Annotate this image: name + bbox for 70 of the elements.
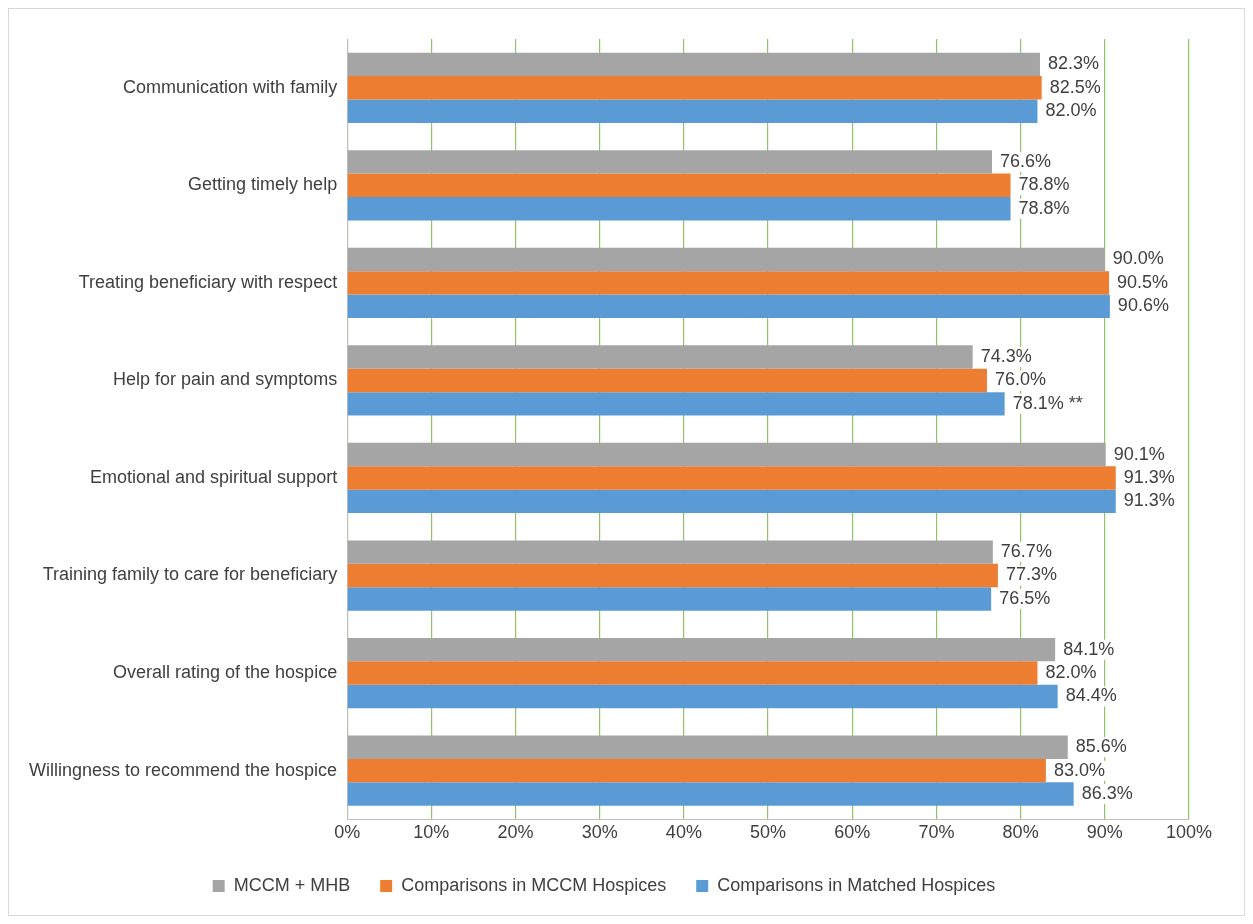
bar [347,345,973,369]
x-tick-label: 80% [1002,822,1039,843]
bar [347,684,1058,709]
legend-label: MCCM + MHB [233,874,351,895]
y-tick-label: Emotional and spiritual support [90,466,338,487]
y-tick-label: Getting timely help [188,174,338,195]
data-label: 83.0% [1053,759,1105,780]
y-tick-label: Communication with family [123,76,338,97]
data-label: 91.3% [1123,490,1175,511]
x-tick-label: 0% [334,822,361,843]
bar [347,637,1056,662]
bar [347,758,1046,783]
x-tick-label: 100% [1165,822,1213,843]
bar [347,368,987,393]
data-label: 91.3% [1123,466,1175,487]
data-label: 82.0% [1045,662,1097,683]
data-label: 76.0% [994,369,1046,390]
y-tick-label: Help for pain and symptoms [113,369,338,390]
bar [347,197,1011,221]
data-label: 82.0% [1045,100,1097,121]
data-label: 74.3% [980,345,1032,366]
bar [347,587,992,611]
bar [347,271,1110,295]
bar [347,661,1038,685]
x-tick-label: 50% [750,822,787,843]
bar [347,173,1011,198]
bar [347,489,1116,514]
data-label: 84.4% [1065,685,1117,706]
data-label: 82.5% [1049,76,1101,97]
data-label: 82.3% [1047,53,1100,74]
data-label: 78.1% ** [1012,392,1083,413]
bar [347,563,998,588]
y-tick-label: Training family to care for beneficiary [42,564,338,585]
bar [347,735,1068,759]
data-label: 84.1% [1063,638,1115,659]
y-tick-label: Treating beneficiary with respect [78,271,338,292]
data-label: 90.6% [1117,295,1169,316]
bar [347,782,1074,806]
bar [347,392,1005,416]
x-tick-label: 70% [918,822,955,843]
data-label: 90.0% [1112,248,1164,269]
x-tick-label: 90% [1086,822,1123,843]
data-label: 90.1% [1113,443,1165,464]
data-label: 78.8% [1018,174,1070,195]
data-label: 76.5% [999,587,1051,608]
data-label: 76.7% [1000,541,1052,562]
legend-label: Comparisons in Matched Hospices [717,874,996,895]
y-tick-label: Overall rating of the hospice [113,662,338,683]
data-label: 77.3% [1005,564,1057,585]
data-label: 86.3% [1081,783,1133,804]
x-tick-label: 20% [497,822,534,843]
data-label: 90.5% [1117,271,1169,292]
bar [347,294,1110,318]
x-tick-label: 10% [413,822,450,843]
bar [347,150,993,174]
bar [347,247,1105,272]
x-tick-label: 40% [665,822,702,843]
bar [347,76,1042,100]
data-label: 78.8% [1018,197,1070,218]
bar [347,466,1116,490]
legend-label: Comparisons in MCCM Hospices [401,874,667,895]
bar [347,52,1040,77]
data-label: 85.6% [1075,736,1127,757]
y-tick-label: Willingness to recommend the hospice [28,759,338,780]
data-label: 76.6% [1000,150,1052,171]
x-tick-label: 60% [834,822,871,843]
bar [347,540,993,564]
x-tick-label: 30% [581,822,618,843]
bar [347,442,1106,467]
bar [347,99,1038,123]
